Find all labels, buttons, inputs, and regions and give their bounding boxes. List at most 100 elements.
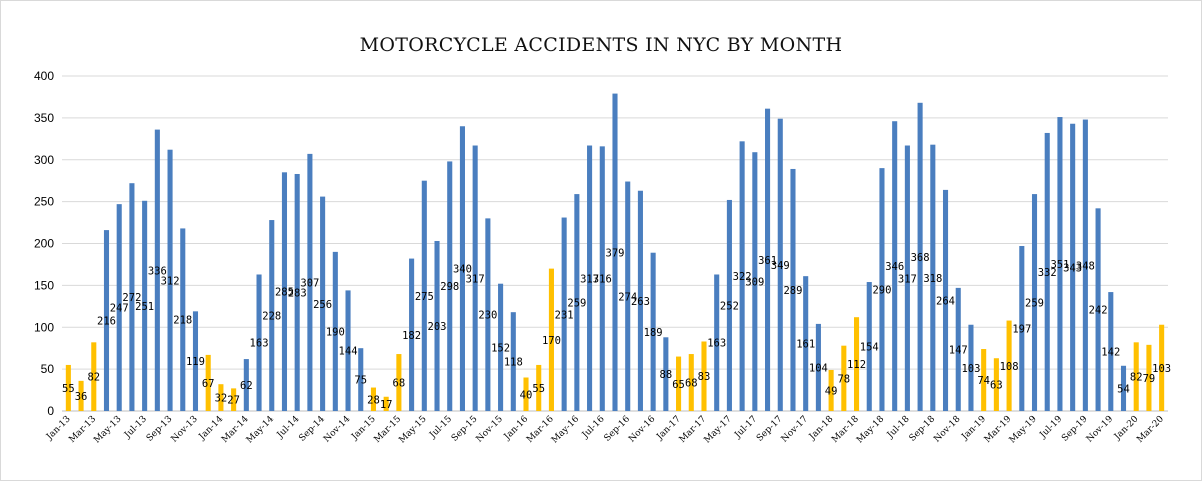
data-label: 147 [949,344,968,356]
bar [180,228,186,411]
data-label: 247 [110,303,129,315]
bar [587,145,593,411]
bar [243,359,249,411]
bar [968,324,974,411]
bar [536,364,542,411]
bar [205,354,211,411]
bar [726,199,732,411]
data-label: 154 [860,342,879,354]
bar [294,173,300,411]
bar [409,258,415,411]
data-label: 108 [1000,361,1019,373]
x-tick-label: May-15 [397,414,428,445]
data-label: 231 [555,309,574,321]
bar [498,283,504,411]
bar [790,168,796,411]
data-label: 259 [567,298,586,310]
bar [370,387,377,411]
data-label: 298 [440,281,459,293]
bar [358,348,364,411]
bar [472,145,478,411]
data-label: 74 [977,375,990,387]
bar [1019,246,1025,411]
data-label: 307 [300,277,319,289]
data-label: 351 [1050,259,1069,271]
x-tick-label: May-13 [92,414,123,445]
data-label: 163 [707,338,726,350]
y-tick-label: 250 [34,195,54,209]
y-tick-label: 300 [34,153,54,167]
bar [485,218,491,411]
data-label: 309 [745,277,764,289]
bar [447,161,453,411]
bar [1057,117,1063,411]
data-label: 67 [202,378,215,390]
y-tick-label: 400 [34,69,54,83]
bar [103,230,110,411]
data-label: 346 [885,261,904,273]
data-label: 197 [1012,324,1031,336]
bar [383,396,389,411]
bar [752,152,758,411]
x-tick-label: May-17 [703,414,734,445]
bar [663,337,669,411]
bar [1082,119,1088,412]
bar [892,121,898,411]
data-label: 28 [367,394,380,406]
data-label: 79 [1143,373,1156,385]
bar [879,168,885,411]
bar [154,129,160,411]
bar [930,144,936,412]
bar [993,358,999,411]
x-tick-label: Nov-13 [170,414,201,445]
data-label: 275 [415,291,434,303]
bar [688,354,694,411]
data-label: 55 [532,383,545,395]
bar [78,380,84,411]
data-label: 62 [240,380,253,392]
bar [231,388,237,411]
data-label: 103 [961,363,980,375]
data-label: 242 [1089,305,1108,317]
x-tick-label: Nov-19 [1085,414,1116,445]
data-label: 256 [313,299,332,311]
x-tick-label: Nov-17 [780,414,811,445]
data-label: 161 [796,339,815,351]
data-label: 63 [990,380,1003,392]
data-label: 336 [148,265,167,277]
data-label: 274 [618,291,637,303]
bar [599,146,605,411]
data-label: 40 [520,389,533,401]
data-label: 32 [215,393,228,405]
data-label: 82 [87,372,100,384]
bar [955,287,961,411]
bar [256,274,262,411]
data-label: 103 [1152,363,1171,375]
bar [281,172,288,411]
data-label: 285 [275,287,294,299]
bar [561,217,567,411]
data-label: 68 [685,378,698,390]
bar [167,149,173,411]
bar [396,354,402,411]
data-label: 317 [898,273,917,285]
bar [1108,292,1114,411]
bar [510,312,516,411]
data-label: 104 [809,362,828,374]
bar [777,118,783,412]
bar [1031,194,1038,411]
data-label: 49 [825,385,838,397]
data-label: 263 [631,296,650,308]
y-tick-label: 150 [34,278,54,292]
data-label: 322 [733,271,752,283]
bar [866,282,872,411]
data-label: 312 [161,275,180,287]
bar [1159,324,1165,411]
bar [650,252,656,411]
data-label: 152 [491,342,510,354]
data-label: 379 [606,247,625,259]
bar [828,369,834,411]
data-label: 230 [478,310,497,322]
x-tick-label: Nov-18 [932,414,963,445]
